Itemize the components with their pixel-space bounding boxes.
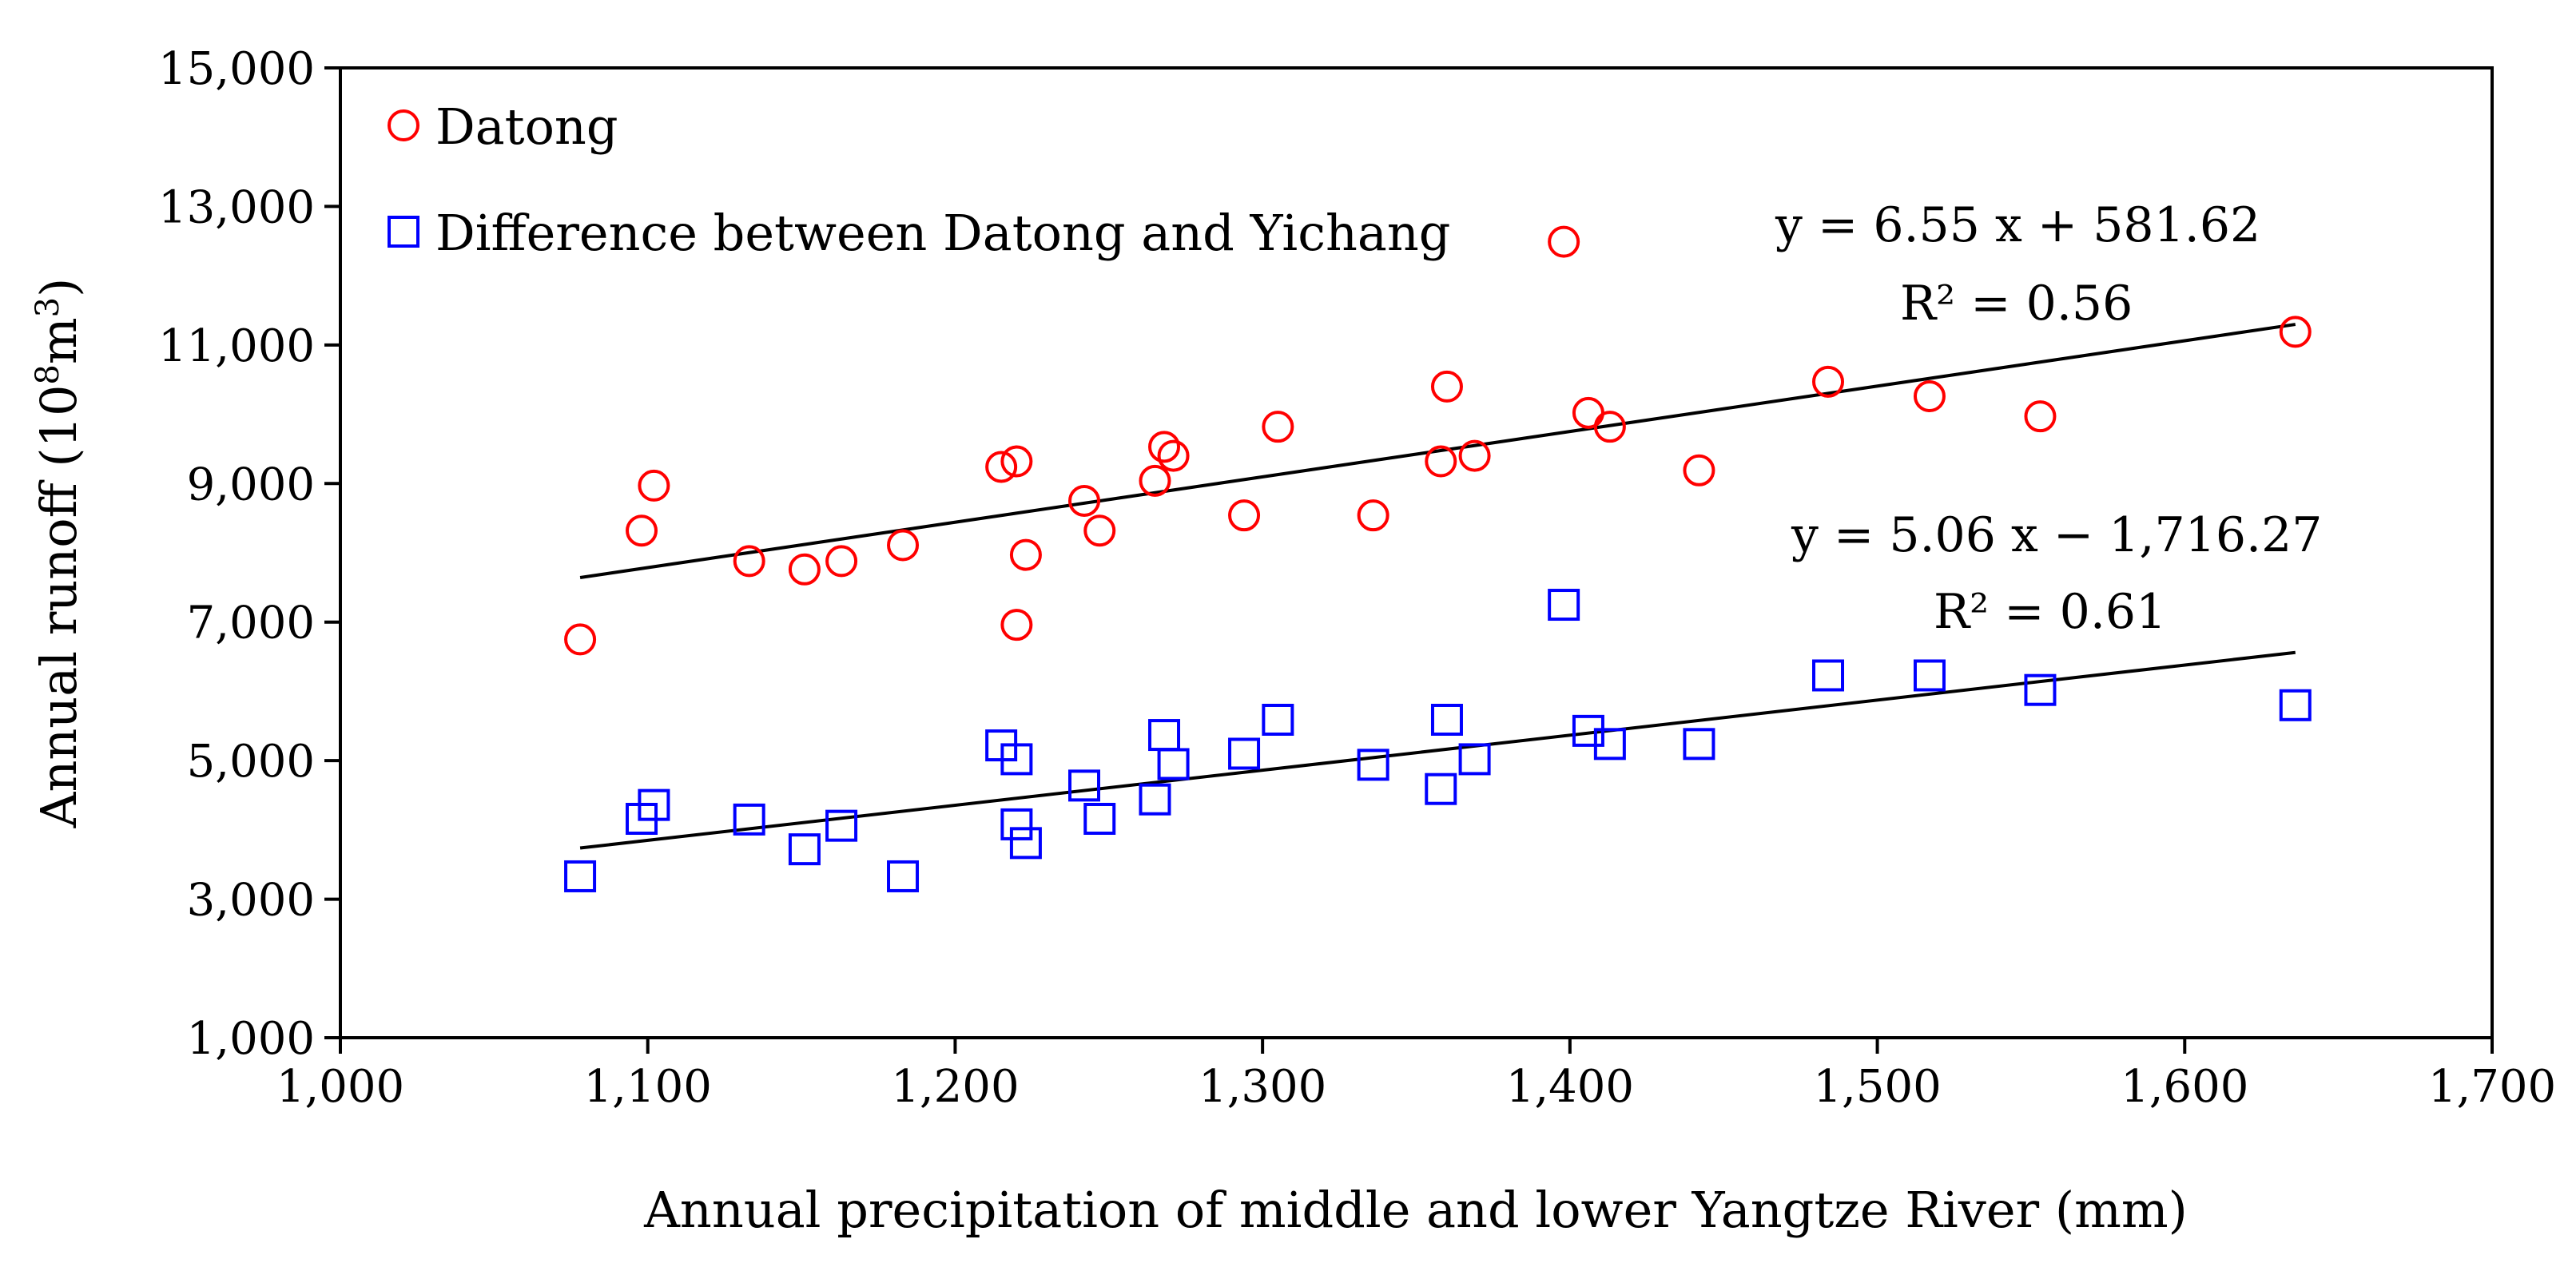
data-point-difference <box>1548 589 1580 622</box>
trend-equation-datong: y = 6.55 x + 581.62 <box>1775 197 2260 253</box>
trend-equation-difference: y = 5.06 x − 1,716.27 <box>1791 507 2322 563</box>
data-point-difference <box>1458 743 1491 776</box>
data-point-difference <box>1593 728 1626 761</box>
y-tick-label: 7,000 <box>187 598 315 649</box>
data-point-datong <box>985 451 1018 483</box>
data-point-datong <box>1593 411 1626 443</box>
data-point-difference <box>887 860 920 892</box>
data-point-difference <box>1068 769 1101 802</box>
data-point-datong <box>1009 538 1042 571</box>
y-tick-label: 3,000 <box>187 875 315 927</box>
data-point-datong <box>2024 400 2057 433</box>
x-tick-label: 1,200 <box>891 1061 1019 1113</box>
plot-frame <box>339 66 2494 1039</box>
x-tick-label: 1,400 <box>1506 1061 1634 1113</box>
data-point-datong <box>1812 365 1845 398</box>
legend: Datong Difference between Datong and Yic… <box>388 97 1451 262</box>
legend-marker-datong <box>388 109 419 141</box>
y-axis: 1,000 3,000 5,000 7,000 9,000 11,000 13,000 15,… <box>158 43 340 1065</box>
data-point-datong <box>1228 499 1261 532</box>
data-point-datong <box>2279 316 2312 348</box>
data-point-difference <box>1228 737 1261 770</box>
data-point-datong <box>1157 439 1190 472</box>
data-point-difference <box>1913 659 1946 692</box>
data-point-datong <box>1548 225 1580 258</box>
data-point-difference <box>2279 689 2312 721</box>
data-point-difference <box>1000 743 1033 776</box>
y-axis-title: Annual runoff (108m3) <box>30 278 88 829</box>
y-tick-label: 9,000 <box>187 459 315 510</box>
data-point-datong <box>1068 484 1101 517</box>
data-point-difference <box>1083 802 1116 835</box>
data-point-datong <box>1357 499 1389 532</box>
data-point-datong <box>1083 514 1116 547</box>
data-point-difference <box>1683 728 1715 761</box>
y-tick-label: 1,000 <box>187 1013 315 1065</box>
y-tick-label: 5,000 <box>187 736 315 788</box>
data-point-difference <box>1157 748 1190 780</box>
data-point-difference <box>1000 808 1033 840</box>
data-point-datong <box>1683 454 1715 487</box>
data-point-datong <box>1000 609 1033 641</box>
x-tick-label: 1,600 <box>2121 1061 2248 1113</box>
data-point-difference <box>1425 773 1457 805</box>
data-point-difference <box>1430 703 1463 736</box>
data-point-datong <box>887 529 920 562</box>
trend-line-difference <box>579 650 2296 850</box>
y-axis-title-text: Annual runoff <box>30 479 88 828</box>
y-tick-label: 11,000 <box>158 320 315 372</box>
data-point-datong <box>1913 380 1946 413</box>
y-axis-unit-m: m <box>30 317 88 364</box>
data-point-difference <box>733 803 765 836</box>
data-point-difference <box>1139 783 1171 816</box>
data-point-datong <box>1000 445 1033 478</box>
data-point-datong <box>626 514 658 547</box>
x-axis-title: Annual precipitation of middle and lower… <box>643 1181 2188 1239</box>
data-point-difference <box>1812 659 1845 692</box>
data-point-datong <box>1139 464 1171 497</box>
legend-label-difference: Difference between Datong and Yichang <box>435 204 1451 262</box>
data-point-datong <box>733 545 765 578</box>
plot-area-border <box>339 66 2494 1039</box>
x-axis: 1,000 1,100 1,200 1,300 1,400 1,500 1,600 1,700 <box>276 1038 2556 1113</box>
data-point-datong <box>1262 411 1294 443</box>
data-point-difference <box>825 809 858 842</box>
data-point-datong <box>788 553 821 586</box>
trend-lines <box>579 323 2296 850</box>
x-tick-label: 1,300 <box>1199 1061 1326 1113</box>
data-point-datong <box>1430 370 1463 403</box>
trend-r2-difference: R² = 0.61 <box>1934 584 2166 640</box>
y-tick-label: 13,000 <box>158 181 315 233</box>
trend-r2-datong: R² = 0.56 <box>1900 276 2133 332</box>
x-tick-label: 1,700 <box>2428 1061 2556 1113</box>
data-point-datong <box>1425 445 1457 478</box>
data-point-difference <box>638 788 670 821</box>
data-point-datong <box>1458 439 1491 472</box>
y-axis-unit-m-exp: 3 <box>30 297 66 317</box>
series-difference <box>564 589 2312 892</box>
data-point-datong <box>638 469 670 502</box>
x-tick-label: 1,500 <box>1813 1061 1941 1113</box>
y-axis-unit-base: 10 <box>30 385 88 448</box>
y-tick-label: 15,000 <box>158 43 315 95</box>
data-point-datong <box>825 545 858 578</box>
trend-line-datong <box>579 323 2296 579</box>
data-point-difference <box>1148 719 1181 752</box>
data-point-difference <box>2024 673 2057 706</box>
legend-label-datong: Datong <box>435 97 618 156</box>
series-datong <box>564 225 2312 656</box>
data-point-difference <box>1262 703 1294 736</box>
legend-marker-difference <box>388 216 419 248</box>
y-axis-unit-exp: 8 <box>30 364 66 384</box>
x-tick-label: 1,000 <box>276 1061 404 1113</box>
data-point-datong <box>1572 396 1604 429</box>
x-tick-label: 1,100 <box>584 1061 712 1113</box>
data-point-difference <box>1009 827 1042 860</box>
data-point-datong <box>1148 431 1181 463</box>
data-point-difference <box>1357 749 1389 781</box>
data-point-difference <box>564 860 597 892</box>
data-point-datong <box>564 623 597 656</box>
data-point-difference <box>788 833 821 866</box>
